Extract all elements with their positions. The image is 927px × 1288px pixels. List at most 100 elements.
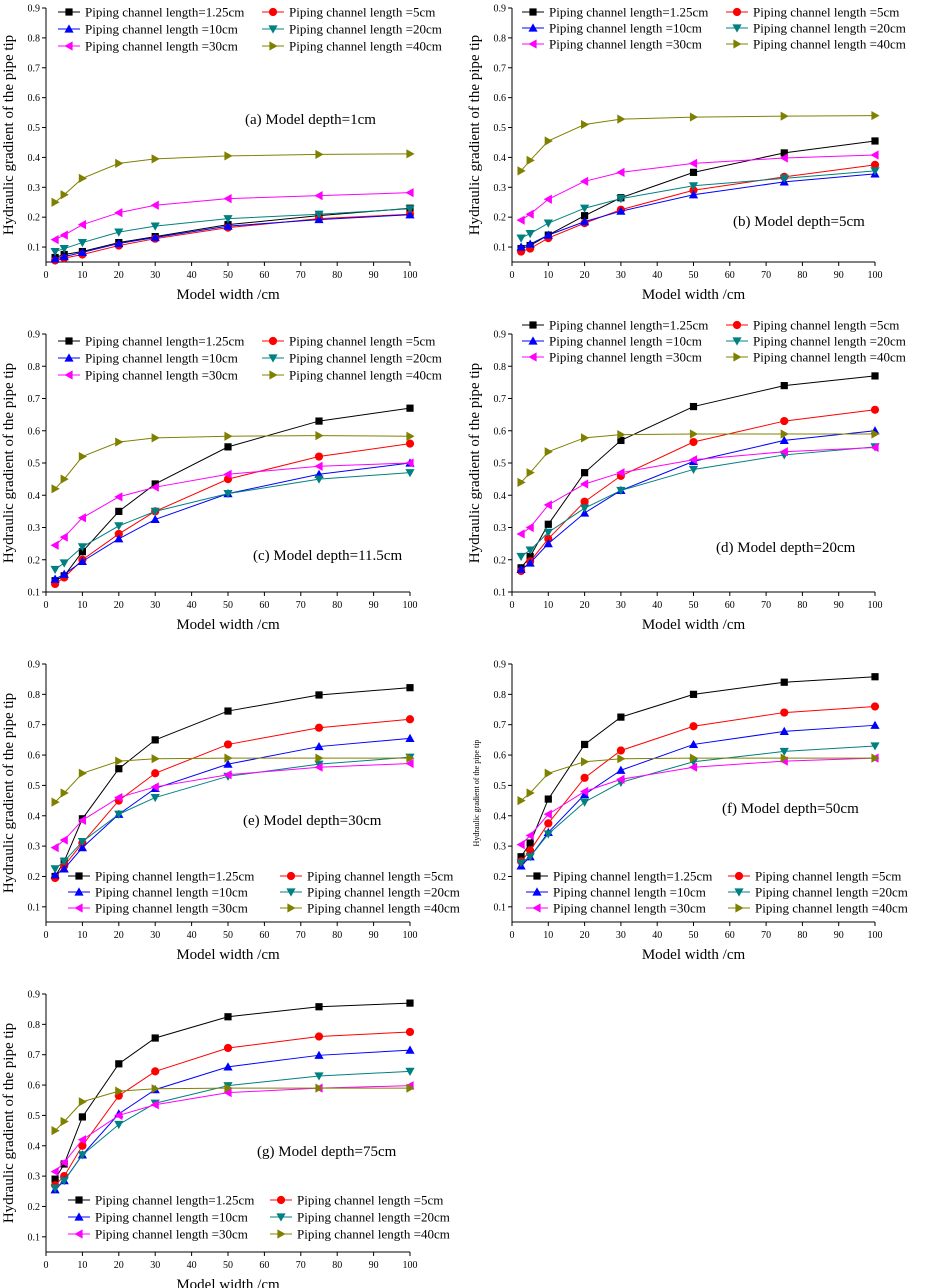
y-tick-label: 0.6 — [28, 1081, 41, 1092]
x-tick-label: 20 — [580, 600, 590, 611]
data-point — [406, 684, 414, 692]
data-point — [543, 219, 553, 228]
y-axis-label: Hydraulic gradient of the pipe tip — [467, 35, 483, 235]
series-line-2 — [520, 164, 876, 253]
legend-label: Piping channel length =40cm — [289, 368, 442, 383]
x-tick-label: 50 — [223, 600, 233, 611]
data-point — [223, 740, 233, 749]
data-point — [315, 149, 324, 160]
data-point — [114, 1120, 124, 1130]
y-tick-label: 0.5 — [494, 459, 507, 470]
x-axis-label: Model width /cm — [176, 1277, 280, 1288]
data-point — [150, 1100, 159, 1110]
legend-marker — [75, 1196, 83, 1204]
data-point — [581, 212, 589, 220]
data-point — [780, 429, 789, 439]
x-tick-label: 70 — [296, 270, 306, 281]
x-tick-label: 90 — [369, 1260, 379, 1271]
data-point — [150, 222, 160, 231]
legend-marker — [732, 24, 742, 33]
x-tick-label: 30 — [616, 930, 626, 941]
data-point — [50, 247, 60, 257]
legend-marker — [529, 321, 537, 329]
legend-marker — [733, 352, 742, 362]
series-line-1 — [520, 375, 876, 569]
data-point — [581, 740, 589, 749]
data-point — [78, 1097, 87, 1107]
y-tick-label: 0.8 — [28, 362, 41, 373]
legend-marker — [286, 871, 296, 881]
y-tick-label: 0.1 — [494, 243, 507, 254]
legend-entry: Piping channel length =20cm — [262, 351, 442, 366]
legend-marker — [65, 337, 73, 345]
y-tick-label: 0.9 — [28, 4, 41, 15]
y-tick-label: 0.3 — [494, 523, 507, 534]
y-tick-label: 0.7 — [494, 63, 507, 74]
data-point — [314, 210, 324, 219]
x-axis-label: Model width /cm — [642, 617, 746, 633]
data-point — [150, 200, 159, 210]
data-point — [315, 691, 323, 699]
data-point — [516, 564, 526, 574]
legend-label: Piping channel length =30cm — [549, 37, 702, 52]
legend-label: Piping channel length =5cm — [289, 5, 435, 20]
data-point — [59, 252, 69, 261]
y-tick-label: 0.5 — [494, 123, 507, 134]
data-point — [224, 753, 233, 763]
data-point — [779, 174, 789, 183]
data-point — [616, 195, 626, 204]
data-point — [543, 500, 552, 510]
data-point — [543, 539, 553, 548]
legend-label: Piping channel length=1.25cm — [549, 318, 708, 333]
data-point — [314, 1050, 324, 1059]
data-point — [223, 1062, 233, 1071]
legend-label: Piping channel length =10cm — [85, 351, 238, 366]
legend-entry: Piping channel length =40cm — [270, 1227, 450, 1242]
x-tick-label: 20 — [580, 930, 590, 941]
data-point — [51, 1175, 59, 1183]
legend-label: Piping channel length =40cm — [753, 37, 906, 52]
y-tick-label: 0.7 — [28, 63, 41, 74]
series-line-6 — [54, 757, 410, 803]
data-point — [114, 228, 124, 237]
legend-entry: Piping channel length =30cm — [526, 901, 706, 916]
y-tick-label: 0.7 — [28, 720, 41, 731]
y-tick-label: 0.7 — [494, 720, 507, 731]
data-point — [315, 753, 324, 763]
y-axis-label: Hydraulic gradient of the pipe tip — [1, 1023, 17, 1223]
y-tick-label: 0.8 — [28, 690, 41, 701]
series-line-5 — [54, 462, 411, 546]
y-tick-label: 0.1 — [494, 588, 507, 599]
data-point — [60, 788, 69, 798]
data-point — [779, 447, 788, 457]
data-point — [779, 747, 789, 757]
legend-entry: Piping channel length =40cm — [262, 39, 442, 54]
data-point — [870, 720, 880, 729]
data-point — [543, 230, 553, 239]
legend-marker — [268, 25, 278, 34]
legend-label: Piping channel length =20cm — [753, 334, 906, 349]
data-point — [314, 461, 323, 471]
data-point — [779, 435, 789, 445]
data-point — [59, 244, 69, 254]
y-tick-label: 0.5 — [28, 459, 41, 470]
data-point — [689, 168, 698, 176]
data-point — [50, 540, 59, 550]
legend-marker — [277, 1229, 286, 1239]
y-tick-label: 0.4 — [28, 491, 41, 502]
data-point — [525, 853, 535, 862]
panel-title: (e) Model depth=30cm — [243, 813, 382, 829]
chart-panel-c: 0 10 20 30 40 50 60 70 80 90 100 0.1 0.2 0.3 0.4 0.5 0.6… — [1, 330, 442, 634]
data-point — [115, 765, 123, 773]
data-point — [406, 753, 415, 763]
legend-label: Piping channel length =30cm — [95, 1227, 248, 1242]
data-point — [50, 865, 60, 874]
legend-entry: Piping channel length =10cm — [68, 1210, 248, 1225]
data-point — [315, 1083, 324, 1093]
x-tick-label: 40 — [187, 1260, 197, 1271]
x-tick-label: 70 — [761, 600, 771, 611]
legend-label: Piping channel length =5cm — [753, 318, 899, 333]
y-tick-label: 0.4 — [28, 1141, 41, 1152]
legend-marker — [74, 1229, 83, 1239]
legend-entry: Piping channel length =5cm — [280, 869, 453, 884]
